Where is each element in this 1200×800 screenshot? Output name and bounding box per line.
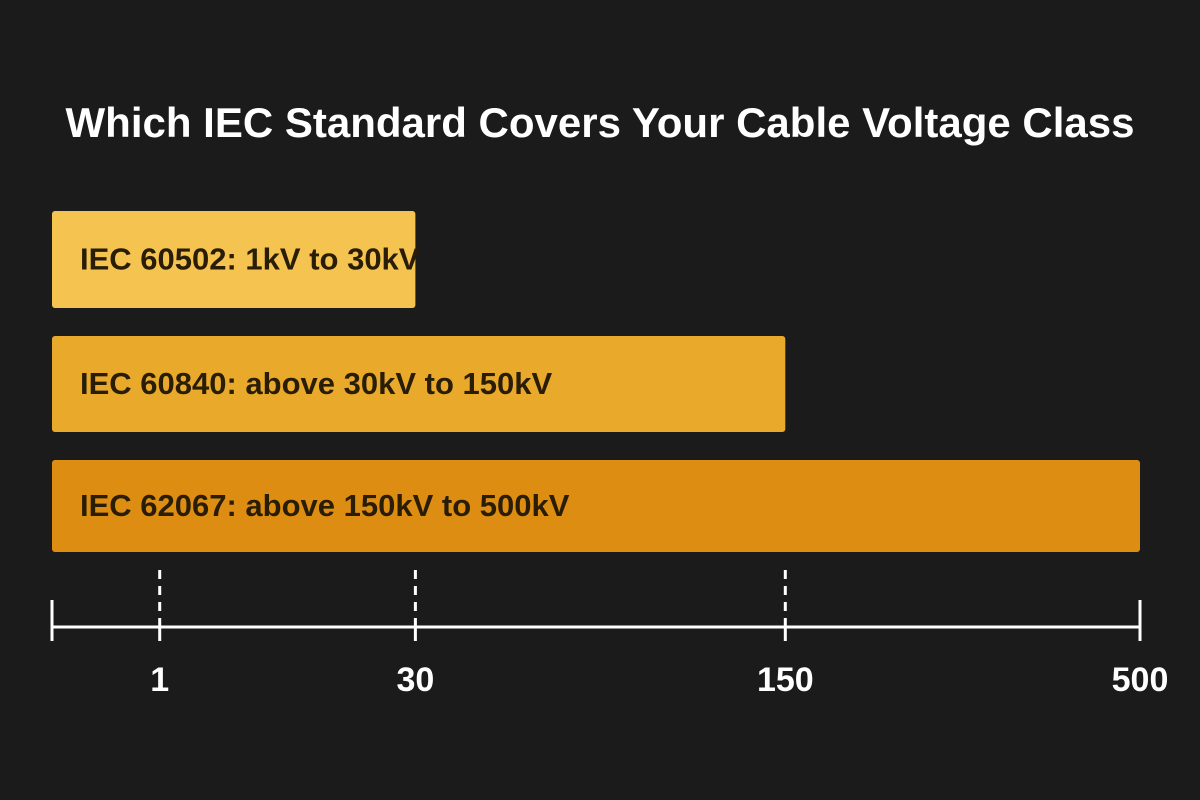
x-tick-label: 500: [1112, 661, 1169, 699]
x-tick-label: 1: [150, 661, 169, 699]
bar-label: IEC 60840: above 30kV to 150kV: [80, 366, 552, 401]
bar: [52, 336, 786, 432]
bar: [52, 211, 416, 308]
x-tick-label: 150: [757, 661, 814, 699]
bar-label: IEC 60502: 1kV to 30kV: [80, 242, 420, 277]
chart-title: Which IEC Standard Covers Your Cable Vol…: [66, 99, 1135, 146]
bar-label: IEC 62067: above 150kV to 500kV: [80, 488, 570, 523]
x-tick-label: 30: [396, 661, 434, 699]
bar: [52, 460, 1140, 552]
